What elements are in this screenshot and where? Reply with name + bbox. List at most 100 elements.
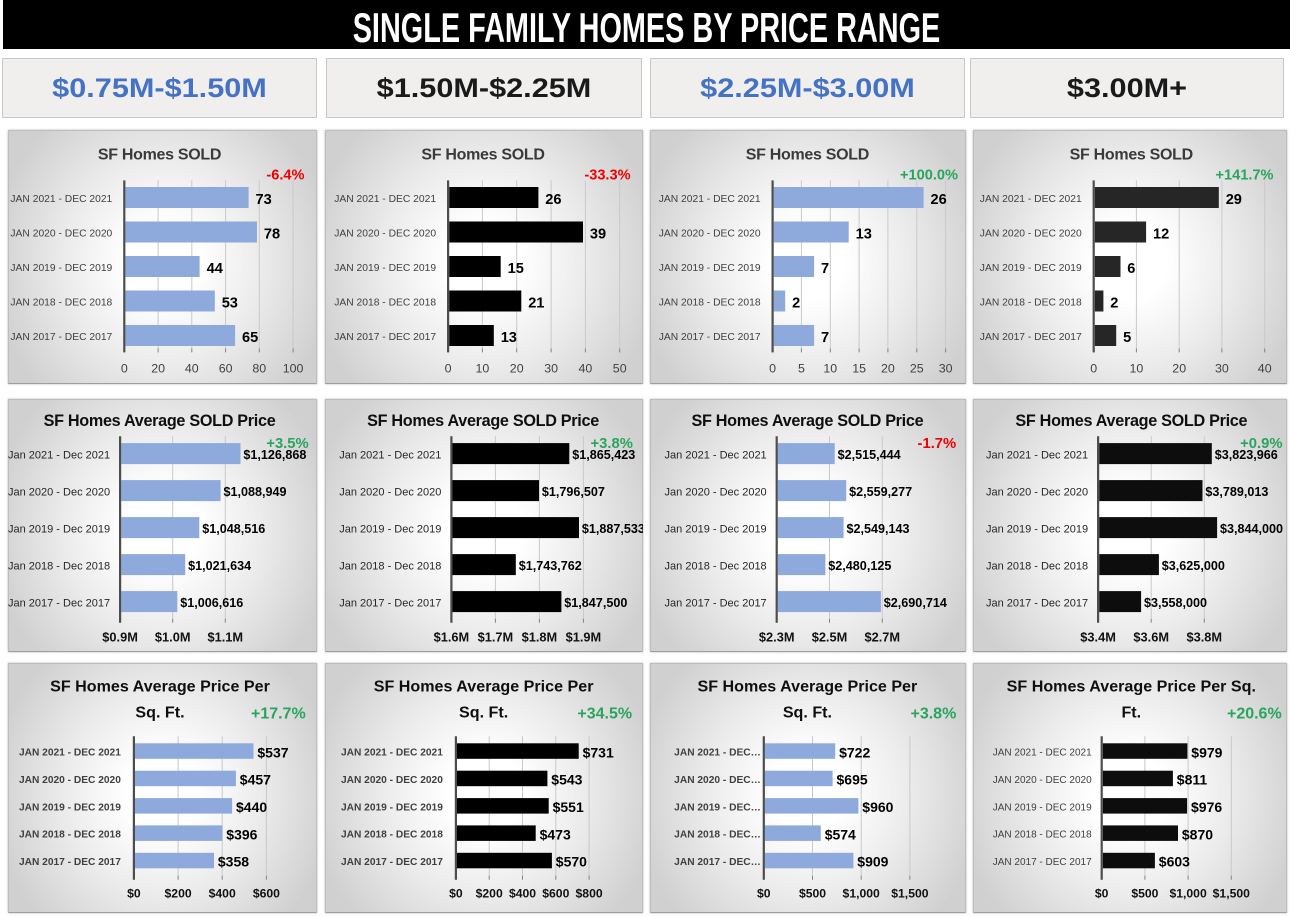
svg-text:Jan 2017 - Dec 2017: Jan 2017 - Dec 2017 — [986, 598, 1088, 610]
svg-text:SF Homes Average Price Per: SF Homes Average Price Per — [698, 678, 918, 696]
svg-text:$976: $976 — [1191, 799, 1222, 815]
svg-text:$2,549,143: $2,549,143 — [847, 522, 910, 536]
svg-text:$1.0M: $1.0M — [155, 630, 191, 645]
svg-text:JAN 2020 - DEC 2020: JAN 2020 - DEC 2020 — [993, 775, 1092, 786]
svg-text:40: 40 — [1258, 362, 1272, 376]
svg-text:JAN 2019 - DEC 2019: JAN 2019 - DEC 2019 — [980, 263, 1082, 274]
svg-text:JAN 2018 - DEC 2018: JAN 2018 - DEC 2018 — [993, 830, 1092, 841]
svg-text:+0.9%: +0.9% — [1240, 436, 1282, 452]
svg-text:$2.5M: $2.5M — [812, 630, 848, 645]
svg-text:SF Homes Average SOLD Price: SF Homes Average SOLD Price — [1015, 412, 1247, 430]
svg-text:$1,743,762: $1,743,762 — [519, 559, 582, 573]
svg-text:JAN 2018 - DEC 2018: JAN 2018 - DEC 2018 — [334, 298, 436, 309]
svg-text:SF Homes SOLD: SF Homes SOLD — [98, 147, 221, 164]
svg-text:$0.9M: $0.9M — [102, 630, 138, 645]
svg-text:$2,480,125: $2,480,125 — [828, 559, 891, 573]
svg-text:JAN 2020 - DEC 2020: JAN 2020 - DEC 2020 — [659, 229, 761, 240]
svg-text:2: 2 — [792, 295, 800, 311]
svg-text:10: 10 — [1130, 362, 1144, 376]
svg-text:Jan 2018 - Dec 2018: Jan 2018 - Dec 2018 — [339, 561, 441, 573]
svg-text:+17.7%: +17.7% — [251, 706, 306, 723]
svg-text:$570: $570 — [556, 854, 587, 870]
svg-text:$0: $0 — [449, 887, 463, 901]
svg-text:5: 5 — [1123, 330, 1131, 346]
svg-text:Jan 2017 - Dec 2017: Jan 2017 - Dec 2017 — [665, 598, 767, 610]
svg-text:Jan 2018 - Dec 2018: Jan 2018 - Dec 2018 — [8, 561, 110, 573]
svg-text:JAN 2020 - DEC 2020: JAN 2020 - DEC 2020 — [19, 775, 121, 786]
svg-text:13: 13 — [856, 226, 872, 242]
svg-text:JAN 2019 - DEC 2019: JAN 2019 - DEC 2019 — [334, 263, 436, 274]
svg-text:$811: $811 — [1177, 772, 1208, 788]
svg-text:40: 40 — [579, 362, 593, 376]
svg-text:20: 20 — [1172, 362, 1186, 376]
svg-text:15: 15 — [852, 362, 866, 376]
svg-text:0: 0 — [445, 362, 452, 376]
svg-text:SF Homes Average SOLD Price: SF Homes Average SOLD Price — [44, 412, 276, 430]
svg-text:$3,625,000: $3,625,000 — [1162, 559, 1225, 573]
svg-text:SF Homes Average Price Per: SF Homes Average Price Per — [374, 678, 594, 696]
svg-text:$3.8M: $3.8M — [1187, 630, 1223, 645]
svg-text:13: 13 — [501, 330, 517, 346]
svg-text:JAN 2019 - DEC 2019: JAN 2019 - DEC 2019 — [659, 263, 761, 274]
svg-text:$400: $400 — [209, 887, 236, 901]
svg-text:JAN 2021 - DEC 2021: JAN 2021 - DEC 2021 — [993, 748, 1092, 759]
svg-text:$1.1M: $1.1M — [208, 630, 244, 645]
svg-text:$500: $500 — [799, 887, 826, 901]
svg-text:Jan 2018 - Dec 2018: Jan 2018 - Dec 2018 — [986, 561, 1088, 573]
svg-text:$440: $440 — [236, 799, 267, 815]
svg-text:JAN 2019 - DEC 2019: JAN 2019 - DEC 2019 — [10, 263, 112, 274]
svg-text:Jan 2019 - Dec 2019: Jan 2019 - Dec 2019 — [339, 524, 441, 536]
svg-text:Jan 2020 - Dec 2020: Jan 2020 - Dec 2020 — [339, 487, 441, 499]
svg-text:$870: $870 — [1182, 826, 1213, 842]
svg-text:$200: $200 — [165, 887, 192, 901]
svg-text:Jan 2019 - Dec 2019: Jan 2019 - Dec 2019 — [8, 524, 110, 536]
svg-text:30: 30 — [544, 362, 558, 376]
svg-text:$358: $358 — [218, 854, 249, 870]
svg-text:$960: $960 — [862, 799, 893, 815]
svg-text:44: 44 — [207, 261, 224, 277]
svg-text:7: 7 — [821, 330, 829, 346]
svg-text:$800: $800 — [576, 887, 603, 901]
svg-text:JAN 2021 - DEC 2021: JAN 2021 - DEC 2021 — [341, 748, 443, 759]
svg-text:Sq. Ft.: Sq. Ft. — [135, 704, 184, 722]
svg-text:$500: $500 — [1131, 887, 1158, 901]
svg-text:SF Homes SOLD: SF Homes SOLD — [421, 147, 544, 164]
svg-text:$3,823,966: $3,823,966 — [1215, 448, 1278, 462]
svg-text:$2.3M: $2.3M — [759, 630, 795, 645]
svg-text:JAN 2021 - DEC 2021: JAN 2021 - DEC 2021 — [659, 194, 761, 205]
svg-text:50: 50 — [613, 362, 627, 376]
svg-text:JAN 2021 - DEC 2021: JAN 2021 - DEC 2021 — [10, 194, 112, 205]
svg-text:2: 2 — [1110, 295, 1118, 311]
svg-text:0: 0 — [121, 362, 128, 376]
svg-text:SF Homes Average Price Per: SF Homes Average Price Per — [50, 678, 270, 696]
svg-text:SF Homes SOLD: SF Homes SOLD — [746, 147, 869, 164]
svg-text:$1.6M: $1.6M — [434, 630, 470, 645]
svg-text:$2,690,714: $2,690,714 — [884, 596, 947, 610]
svg-text:SF Homes Average SOLD Price: SF Homes Average SOLD Price — [691, 412, 923, 430]
svg-text:JAN 2017 - DEC 2017: JAN 2017 - DEC 2017 — [334, 332, 436, 343]
svg-text:SF Homes SOLD: SF Homes SOLD — [1070, 147, 1193, 164]
svg-text:78: 78 — [264, 226, 280, 242]
svg-text:JAN 2018 - DEC 2018: JAN 2018 - DEC 2018 — [980, 298, 1082, 309]
svg-text:JAN 2021 - DEC 2021: JAN 2021 - DEC 2021 — [334, 194, 436, 205]
svg-text:$909: $909 — [857, 854, 888, 870]
svg-text:$1,500: $1,500 — [891, 887, 928, 901]
svg-text:$600: $600 — [253, 887, 280, 901]
svg-text:$1,021,634: $1,021,634 — [188, 559, 251, 573]
svg-text:$0: $0 — [757, 887, 771, 901]
svg-text:20: 20 — [510, 362, 524, 376]
svg-text:Jan 2020 - Dec 2020: Jan 2020 - Dec 2020 — [986, 487, 1088, 499]
svg-text:+3.8%: +3.8% — [910, 706, 956, 723]
svg-text:Ft.: Ft. — [1121, 704, 1141, 722]
svg-text:26: 26 — [545, 192, 561, 208]
svg-text:Jan 2021 - Dec 2021: Jan 2021 - Dec 2021 — [986, 450, 1088, 462]
svg-text:$2,559,277: $2,559,277 — [849, 485, 912, 499]
svg-text:$3,558,000: $3,558,000 — [1144, 596, 1207, 610]
svg-text:20: 20 — [151, 362, 165, 376]
svg-text:+34.5%: +34.5% — [577, 706, 632, 723]
svg-text:$457: $457 — [240, 772, 271, 788]
svg-text:$3.4M: $3.4M — [1080, 630, 1116, 645]
svg-text:JAN 2017 - DEC 2017: JAN 2017 - DEC 2017 — [10, 332, 112, 343]
svg-text:JAN 2018 - DEC 2018: JAN 2018 - DEC 2018 — [19, 830, 121, 841]
svg-text:$722: $722 — [839, 744, 870, 760]
